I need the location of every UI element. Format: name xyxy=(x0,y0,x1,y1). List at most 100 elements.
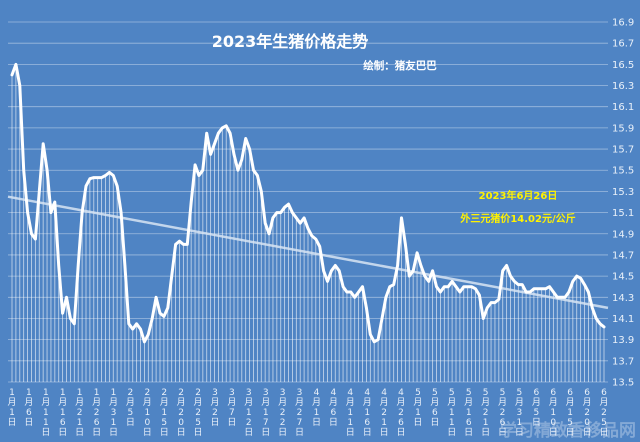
svg-text:1: 1 xyxy=(483,418,489,428)
data-point xyxy=(384,296,388,299)
svg-text:3: 3 xyxy=(280,388,286,398)
data-point xyxy=(65,296,68,299)
data-point xyxy=(115,184,119,188)
data-point xyxy=(123,264,127,267)
data-point xyxy=(14,63,18,66)
svg-text:2: 2 xyxy=(195,408,201,418)
svg-text:2: 2 xyxy=(398,408,404,418)
data-point xyxy=(571,280,575,283)
data-point xyxy=(462,285,465,288)
svg-text:2: 2 xyxy=(144,388,150,398)
svg-text:日: 日 xyxy=(244,427,253,438)
y-tick-label: 13.5 xyxy=(612,378,634,389)
data-point xyxy=(544,287,547,291)
y-tick-label: 16.1 xyxy=(612,102,634,113)
data-point xyxy=(69,317,72,320)
data-point xyxy=(209,153,212,156)
y-tick-label: 14.1 xyxy=(612,314,634,325)
y-tick-label: 14.3 xyxy=(612,293,634,304)
svg-text:1: 1 xyxy=(94,388,100,398)
data-point xyxy=(427,280,430,283)
y-tick-label: 15.9 xyxy=(612,123,634,134)
data-point xyxy=(174,243,177,246)
y-tick-label: 13.7 xyxy=(612,356,634,367)
drop-lines xyxy=(11,64,605,382)
svg-text:2: 2 xyxy=(94,408,100,418)
svg-text:月: 月 xyxy=(244,397,253,408)
y-tick-label: 14.7 xyxy=(612,250,634,261)
data-point xyxy=(189,200,193,204)
svg-text:月: 月 xyxy=(312,397,321,408)
svg-text:日: 日 xyxy=(227,417,236,428)
svg-text:5: 5 xyxy=(483,388,489,398)
data-point xyxy=(61,311,64,315)
data-point xyxy=(330,269,333,273)
svg-text:日: 日 xyxy=(210,417,219,428)
data-point xyxy=(583,283,586,286)
data-point xyxy=(267,232,271,235)
svg-text:1: 1 xyxy=(111,418,117,428)
svg-text:1: 1 xyxy=(111,388,117,398)
svg-text:5: 5 xyxy=(415,388,421,398)
svg-text:1: 1 xyxy=(77,418,83,428)
data-point xyxy=(478,293,481,297)
data-point xyxy=(112,174,115,177)
chart-title: 2023年生猪价格走势 xyxy=(212,32,369,51)
chart-subtitle: 绘制：猪友巴巴 xyxy=(363,59,437,72)
svg-text:日: 日 xyxy=(566,427,575,438)
data-point xyxy=(552,290,555,294)
data-point xyxy=(295,216,298,220)
svg-text:月: 月 xyxy=(75,397,84,408)
svg-text:1: 1 xyxy=(415,408,421,418)
svg-text:2: 2 xyxy=(483,408,489,418)
data-point xyxy=(88,177,92,180)
y-tick-label: 16.5 xyxy=(612,60,634,71)
data-point xyxy=(556,296,559,299)
annotation-price: 外三元猪价14.02元/公斤 xyxy=(459,212,575,225)
data-point xyxy=(602,325,606,329)
svg-text:5: 5 xyxy=(517,388,523,398)
svg-text:3: 3 xyxy=(297,388,303,398)
svg-text:日: 日 xyxy=(295,427,304,438)
data-point xyxy=(291,211,294,214)
y-axis: 13.5 13.7 13.9 14.1 14.3 14.5 14.7 14.9 15.1 15.3… xyxy=(612,18,634,389)
svg-text:3: 3 xyxy=(229,388,235,398)
svg-text:1: 1 xyxy=(9,408,15,418)
svg-text:1: 1 xyxy=(314,408,320,418)
svg-text:月: 月 xyxy=(41,397,50,408)
data-point xyxy=(482,317,485,320)
svg-text:2: 2 xyxy=(178,388,184,398)
svg-text:日: 日 xyxy=(143,427,152,438)
data-points xyxy=(10,63,606,343)
data-point xyxy=(485,306,489,310)
svg-text:月: 月 xyxy=(329,397,338,408)
svg-text:日: 日 xyxy=(346,427,355,438)
data-point xyxy=(563,296,567,299)
svg-text:1: 1 xyxy=(381,418,387,428)
svg-text:月: 月 xyxy=(7,397,16,408)
svg-text:1: 1 xyxy=(550,408,556,418)
svg-text:日: 日 xyxy=(75,427,84,438)
data-point xyxy=(244,137,247,140)
data-point xyxy=(197,174,201,177)
data-point xyxy=(575,274,578,278)
data-point xyxy=(369,333,372,336)
svg-text:月: 月 xyxy=(515,397,524,408)
svg-text:月: 月 xyxy=(126,397,135,408)
data-point xyxy=(474,287,477,291)
svg-text:月: 月 xyxy=(143,397,152,408)
data-point xyxy=(84,184,88,188)
svg-text:0: 0 xyxy=(144,418,150,428)
data-point xyxy=(22,169,25,172)
